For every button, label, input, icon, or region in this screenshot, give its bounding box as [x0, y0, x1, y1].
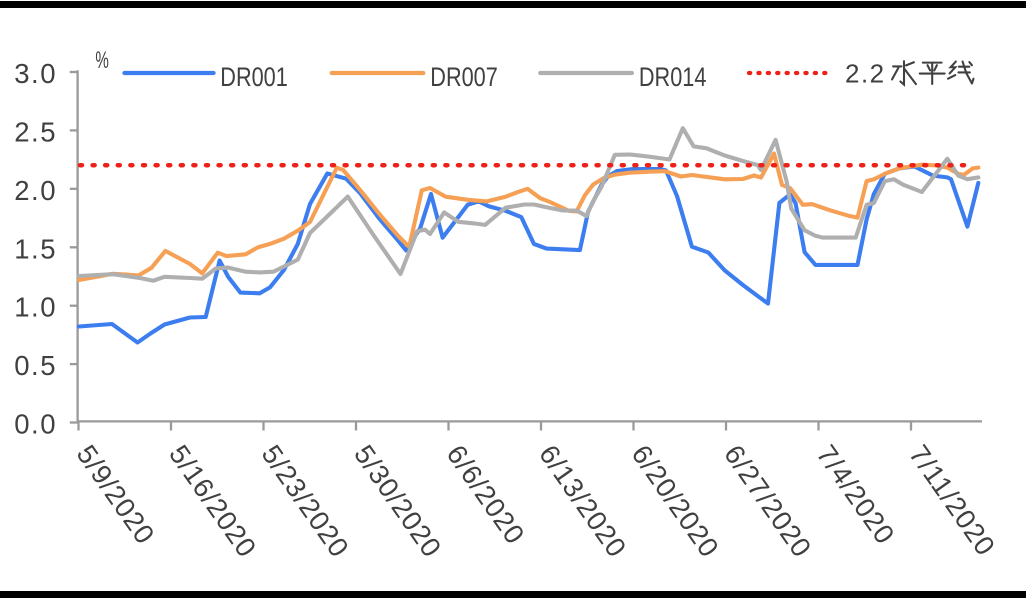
svg-text:3.0: 3.0: [14, 58, 57, 89]
svg-text:%: %: [95, 48, 109, 74]
svg-text:2.5: 2.5: [14, 116, 57, 147]
svg-text:DR014: DR014: [639, 62, 707, 92]
svg-text:2.2: 2.2: [845, 59, 886, 89]
svg-text:1.5: 1.5: [14, 233, 57, 264]
svg-text:1.0: 1.0: [14, 292, 57, 323]
svg-text:0.5: 0.5: [14, 350, 57, 381]
svg-text:DR001: DR001: [220, 62, 287, 92]
svg-text:DR007: DR007: [430, 62, 498, 92]
svg-text:0.0: 0.0: [14, 409, 57, 440]
svg-text:2.0: 2.0: [14, 175, 57, 206]
